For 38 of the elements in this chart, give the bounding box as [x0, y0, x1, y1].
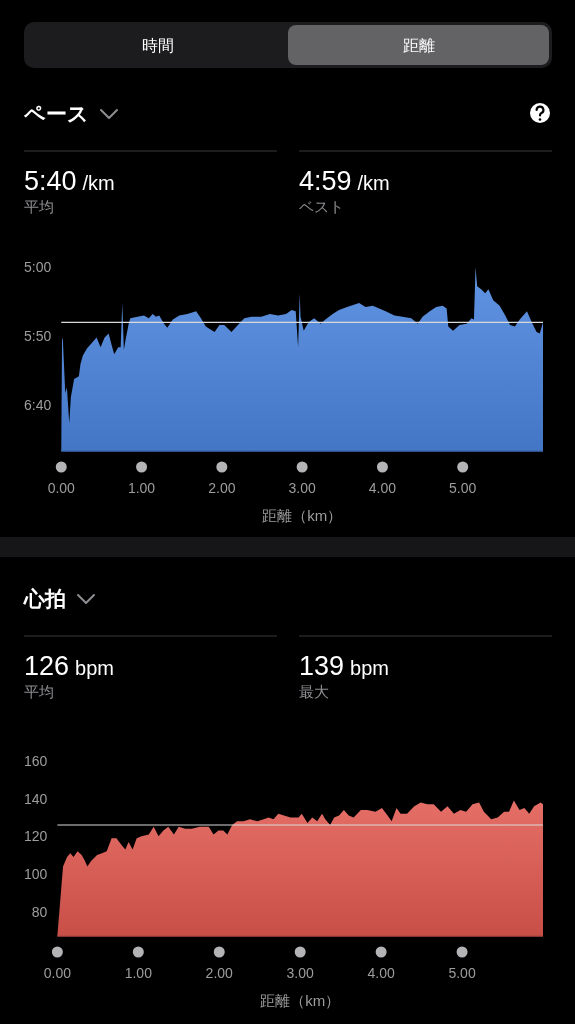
x-axis-title: 距離（km） — [260, 992, 341, 1009]
text: 時間 — [141, 37, 174, 54]
y-tick-label: 100 — [24, 865, 48, 882]
text: 126 — [24, 651, 70, 681]
y-tick-label: 5:50 — [24, 328, 52, 345]
x-tick-label: 4.00 — [368, 480, 397, 496]
x-tick-label: 4.00 — [367, 965, 395, 981]
x-tick-label: 1.00 — [127, 480, 156, 496]
x-tick-label: 5.00 — [448, 965, 476, 981]
y-tick-label: 80 — [31, 903, 48, 920]
text: /km — [357, 172, 390, 194]
text: bpm — [350, 657, 389, 679]
x-axis-title: 距離（km） — [262, 507, 343, 524]
x-tick-label: 1.00 — [124, 965, 153, 981]
x-tick-label: 2.00 — [205, 965, 234, 981]
x-tick-label: 0.00 — [47, 480, 76, 496]
text: 最大 — [299, 683, 329, 700]
text: 平均 — [24, 683, 54, 700]
y-tick-label: 5:00 — [24, 259, 52, 275]
text: 平均 — [24, 198, 54, 215]
y-tick-label: 140 — [24, 790, 48, 807]
x-tick-label: 3.00 — [288, 480, 316, 496]
x-tick-label: 2.00 — [208, 480, 236, 496]
y-tick-label: 160 — [24, 753, 48, 769]
y-tick-label: 120 — [24, 828, 48, 845]
chart-title: 心拍 — [23, 587, 66, 610]
x-tick-label: 0.00 — [43, 965, 72, 981]
text: bpm — [75, 657, 114, 679]
text: 4:59 — [299, 166, 352, 196]
text: 139 — [299, 651, 345, 681]
text: 5:40 — [24, 166, 77, 196]
x-tick-label: 5.00 — [449, 480, 477, 496]
y-tick-label: 6:40 — [24, 397, 52, 414]
text: 距離 — [402, 37, 435, 54]
chart-title: ペース — [23, 102, 89, 125]
x-tick-label: 3.00 — [286, 965, 315, 981]
text: /km — [82, 172, 115, 194]
text: ベスト — [299, 198, 344, 215]
